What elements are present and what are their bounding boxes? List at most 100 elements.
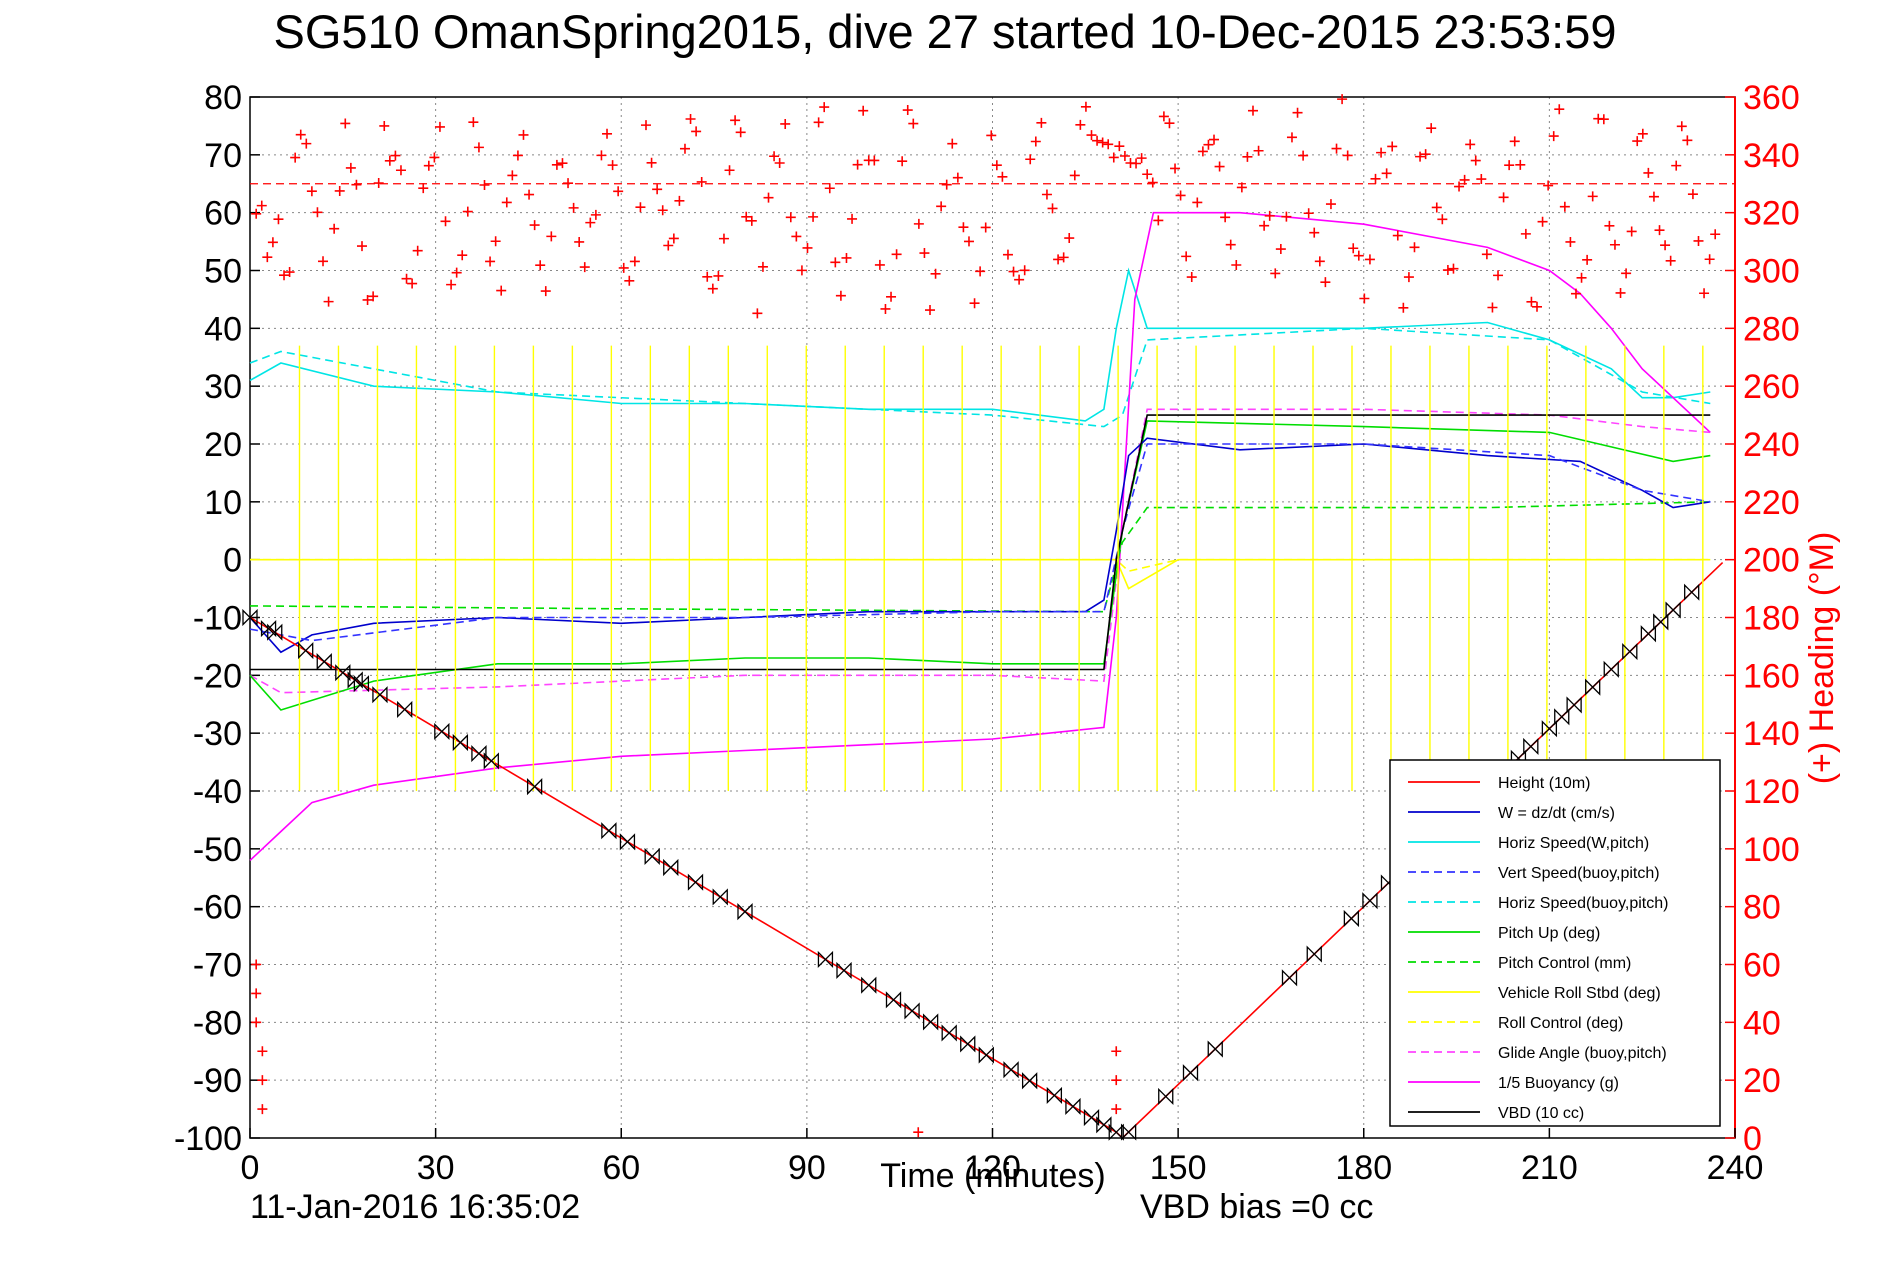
heading-marker — [1220, 212, 1231, 223]
heading-marker — [1111, 1104, 1122, 1115]
heading-marker — [874, 259, 885, 270]
heading-marker — [1058, 252, 1069, 263]
heading-marker — [1548, 131, 1559, 142]
x-axis-label: Time (minutes) — [880, 1157, 1105, 1195]
heading-marker — [947, 138, 958, 149]
heading-marker — [1014, 274, 1025, 285]
height-marker — [1684, 583, 1700, 601]
heading-marker — [1108, 152, 1119, 163]
heading-marker — [1086, 130, 1097, 141]
heading-marker — [835, 290, 846, 301]
heading-marker — [1470, 155, 1481, 166]
y-tick-label: -60 — [193, 889, 242, 927]
height-marker — [712, 888, 728, 906]
heading-marker — [886, 291, 897, 302]
legend-label-10: 1/5 Buoyancy (g) — [1498, 1075, 1619, 1092]
heading-marker — [1426, 123, 1437, 134]
heading-marker — [1615, 287, 1626, 298]
heading-marker — [1520, 228, 1531, 239]
heading-marker — [769, 151, 780, 162]
heading-marker — [1331, 143, 1342, 154]
heading-marker — [546, 231, 557, 242]
heading-marker — [535, 260, 546, 271]
series-line-2 — [249, 267, 1711, 422]
heading-marker — [702, 271, 713, 282]
height-marker — [1065, 1097, 1081, 1116]
heading-layer — [250, 94, 1735, 1138]
heading-marker — [913, 1127, 924, 1138]
series-line-9 — [249, 408, 1711, 694]
heading-marker — [824, 183, 835, 194]
heading-marker — [1041, 189, 1052, 200]
heading-marker — [267, 237, 278, 248]
heading-marker — [434, 121, 445, 132]
height-marker — [978, 1046, 994, 1064]
heading-marker — [418, 183, 429, 194]
heading-marker — [524, 189, 535, 200]
heading-marker — [590, 209, 601, 220]
heading-marker — [1392, 230, 1403, 241]
heading-marker — [1259, 220, 1270, 231]
heading-marker — [1559, 201, 1570, 212]
height-marker — [644, 847, 660, 866]
height-marker — [1585, 678, 1601, 696]
heading-marker — [791, 231, 802, 242]
height-marker — [687, 873, 704, 891]
height-marker — [1046, 1086, 1063, 1105]
legend: Height (10m) W = dz/dt (cm/s) Horiz Speed(… — [1389, 759, 1721, 1127]
heading-marker — [663, 240, 674, 251]
heading-marker — [1030, 136, 1041, 147]
heading-marker — [1554, 104, 1565, 115]
heading-marker — [1092, 135, 1103, 146]
heading-marker — [1231, 260, 1242, 271]
x-tick-label: 180 — [1335, 1149, 1392, 1187]
height-marker — [1182, 1064, 1199, 1082]
y2-tick-label: 20 — [1743, 1062, 1781, 1100]
height-marker — [619, 833, 636, 851]
y2-tick-label: 80 — [1743, 889, 1781, 927]
y2-tick-label: 140 — [1743, 715, 1800, 753]
heading-marker — [1431, 202, 1442, 213]
heading-marker — [485, 256, 496, 267]
heading-marker — [1364, 254, 1375, 265]
x-tick-label: 210 — [1521, 1149, 1578, 1187]
heading-marker — [373, 178, 384, 189]
heading-marker — [457, 250, 468, 261]
y-tick-label: -10 — [193, 600, 242, 638]
heading-marker — [1236, 182, 1247, 193]
heading-marker — [1465, 139, 1476, 150]
heading-marker — [290, 152, 301, 163]
heading-marker — [345, 162, 356, 173]
height-marker — [1281, 969, 1298, 987]
heading-marker — [1209, 134, 1220, 145]
heading-marker — [1381, 168, 1392, 179]
heading-marker — [1481, 249, 1492, 260]
heading-marker — [1111, 1046, 1122, 1057]
heading-marker — [919, 248, 930, 259]
height-marker — [347, 671, 363, 689]
heading-marker — [323, 296, 334, 307]
heading-marker — [1582, 254, 1593, 265]
heading-marker — [1504, 160, 1515, 171]
heading-marker — [1008, 266, 1019, 277]
heading-marker — [1704, 254, 1715, 265]
legend-label-8: Roll Control (deg) — [1498, 1015, 1623, 1032]
heading-marker — [563, 178, 574, 189]
heading-marker — [713, 270, 724, 281]
heading-marker — [1286, 132, 1297, 143]
y-ticks: 80 70 60 50 40 30 20 10 0 -10 -20 -30 -40 -50 -60 -70 -8… — [174, 79, 260, 1158]
heading-marker — [429, 152, 440, 163]
y-tick-label: -30 — [193, 715, 242, 753]
heading-marker — [446, 279, 457, 290]
heading-marker — [334, 185, 345, 196]
heading-marker — [1415, 151, 1426, 162]
heading-marker — [1359, 293, 1370, 304]
height-marker — [1096, 1116, 1112, 1134]
y2-tick-label: 120 — [1743, 773, 1800, 811]
heading-marker — [395, 165, 406, 176]
height-marker — [737, 903, 753, 921]
heading-marker — [1643, 167, 1654, 178]
heading-marker — [1353, 250, 1364, 261]
heading-marker — [356, 241, 367, 252]
heading-marker — [1699, 288, 1710, 299]
